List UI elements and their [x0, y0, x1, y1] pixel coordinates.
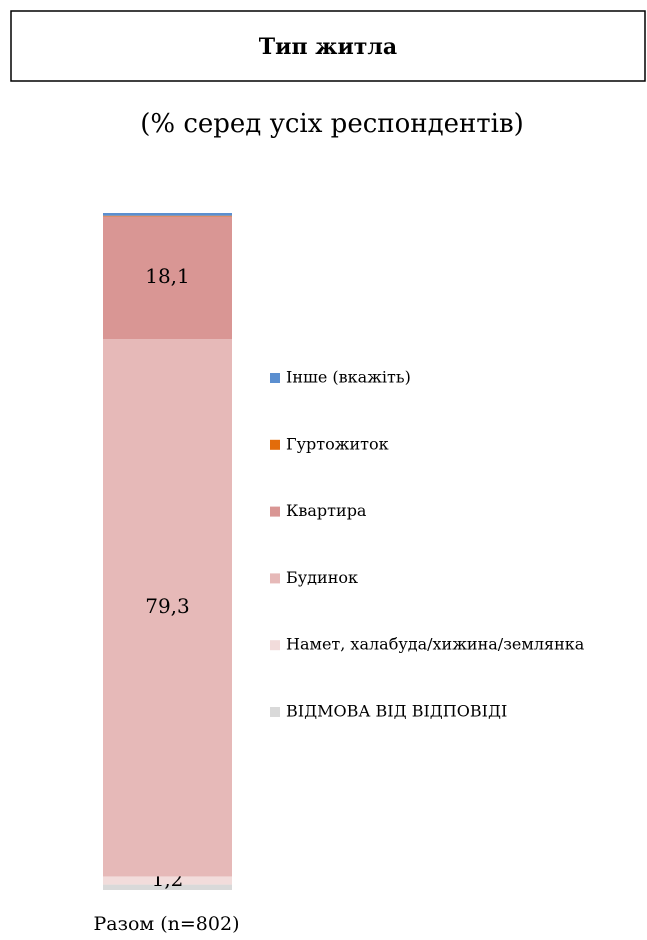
legend-label: Гуртожиток — [286, 434, 389, 453]
data-label: 79,3 — [145, 594, 190, 618]
chart-subtitle: (% серед усіх респондентів) — [140, 109, 524, 139]
bar-segment — [103, 213, 232, 216]
legend-label: Будинок — [286, 568, 358, 587]
bar-segment — [103, 876, 232, 885]
legend-label: Інше (вкажіть) — [286, 368, 411, 387]
chart-title: Тип житла — [259, 34, 397, 60]
legend-label: Квартира — [286, 501, 367, 520]
legend-label: Намет, халабуда/хижина/землянка — [286, 635, 585, 654]
legend-swatch — [270, 439, 280, 450]
legend-swatch — [270, 640, 280, 651]
legend-swatch — [270, 506, 280, 517]
legend-swatch — [270, 707, 280, 717]
legend-swatch — [270, 573, 280, 584]
title-box — [10, 10, 646, 82]
legend-swatch — [270, 373, 280, 383]
data-label: 18,1 — [145, 264, 190, 288]
bar-segment — [103, 339, 232, 877]
legend-label: ВІДМОВА ВІД ВІДПОВІДІ — [286, 702, 507, 721]
x-tick-label: Разом (n=802) — [94, 913, 240, 935]
bar-segment — [103, 884, 232, 890]
bar-segment — [103, 215, 232, 217]
bar-segment — [103, 216, 232, 340]
